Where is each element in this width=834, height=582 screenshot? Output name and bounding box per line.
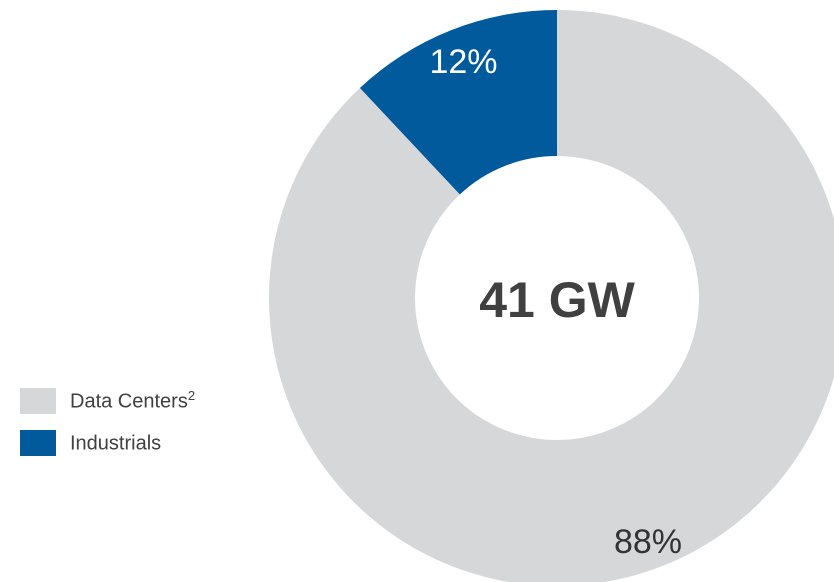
legend-swatch-data-centers bbox=[20, 388, 56, 414]
legend-label-industrials: Industrials bbox=[70, 432, 162, 455]
slice-labels-group: 12% 88% bbox=[429, 43, 682, 561]
legend-swatch-industrials bbox=[20, 430, 56, 456]
slices-group bbox=[269, 10, 834, 582]
legend-item-data-centers: Data Centers2 bbox=[20, 388, 195, 414]
center-total-label: 41 GW bbox=[479, 272, 635, 328]
legend: Data Centers2 Industrials bbox=[20, 388, 195, 472]
legend-label-data-centers: Data Centers2 bbox=[70, 388, 196, 413]
slice-label-industrials: 12% bbox=[429, 43, 497, 81]
slice-label-data-centers: 88% bbox=[614, 523, 682, 561]
slice-data-centers bbox=[269, 10, 834, 582]
legend-item-industrials: Industrials bbox=[20, 430, 195, 456]
slice-industrials bbox=[359, 10, 557, 195]
